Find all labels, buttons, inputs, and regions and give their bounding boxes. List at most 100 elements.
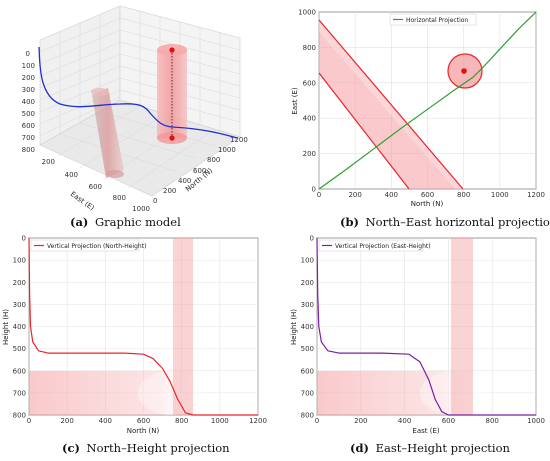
tick-label: 700	[22, 134, 35, 142]
y-tick-label: 800	[303, 44, 316, 52]
x-tick-label: 200	[348, 191, 361, 199]
tick-label: 500	[22, 110, 35, 118]
legend-c: Vertical Projection (North-Height)	[30, 239, 146, 252]
tick-label: 100	[22, 62, 35, 70]
tick-label: 1000	[132, 205, 150, 213]
x-tick-label: 0	[317, 191, 321, 199]
x-tick-label: 600	[442, 417, 455, 425]
tick-label: 400	[22, 98, 35, 106]
y-tick-label: 200	[303, 150, 316, 158]
tick-label: 600	[22, 122, 35, 130]
caption-text: East–Height projection	[376, 441, 511, 455]
tick-label: 800	[22, 146, 35, 154]
legend-label-c: Vertical Projection (North-Height)	[47, 243, 146, 250]
tick-label: 300	[22, 86, 35, 94]
tick-label: 0	[153, 197, 157, 205]
caption-a: (a) Graphic model	[70, 215, 181, 229]
x-tick-label: 400	[398, 417, 411, 425]
tick-label: 0	[26, 50, 30, 58]
x-tick-label: 200	[60, 417, 73, 425]
tick-label: 200	[163, 187, 176, 195]
x-tick-label: 800	[457, 191, 470, 199]
series-b	[318, 11, 537, 190]
legend-d: Vertical Projection (East-Height)	[318, 239, 431, 252]
panel-c-north-height: 0 200 400 600 800 1000 1200 0 100 200 300 400 500 600…	[2, 235, 267, 436]
x-tick-label: 1000	[527, 417, 545, 425]
axis-label-y-b: East (E)	[291, 87, 299, 114]
panel-b-north-east: 0 200 400 600 800 1000 1200 0 200 400 600 800 1000 N…	[291, 9, 545, 209]
y-tick-label: 300	[301, 301, 314, 309]
y-tick-label: 600	[303, 79, 316, 87]
x-tick-label: 1200	[527, 191, 545, 199]
caption-b: (b) North–East horizontal projection	[340, 215, 550, 229]
y-tick-label: 600	[301, 367, 314, 375]
panel-d-east-height: 0 200 400 600 800 1000 0 100 200 300 400 500 600 700 8…	[290, 235, 545, 436]
y-tick-label: 700	[301, 389, 314, 397]
caption-d: (d) East–Height projection	[350, 441, 510, 455]
y-tick-label: 1000	[298, 9, 316, 17]
y-tick-label: 100	[301, 257, 314, 265]
y-tick-label: 0	[312, 186, 316, 194]
y-tick-label: 200	[301, 279, 314, 287]
y-tick-label: 500	[301, 345, 314, 353]
y-tick-label: 0	[310, 235, 314, 243]
y-tick-label: 700	[13, 389, 26, 397]
axis-label-east-a: East (E)	[69, 190, 96, 212]
x-tick-label: 800	[175, 417, 188, 425]
y-tick-label: 400	[301, 323, 314, 331]
x-tick-label: 0	[315, 417, 319, 425]
y-tick-label: 500	[13, 345, 26, 353]
tick-label: 600	[193, 167, 206, 175]
tick-label: 400	[65, 171, 78, 179]
ticks-c: 0 200 400 600 800 1000 1200 0 100 200 300 400 500 600…	[13, 235, 267, 426]
series-d	[316, 237, 536, 416]
x-tick-label: 1000	[491, 191, 509, 199]
x-tick-label: 0	[27, 417, 31, 425]
axis-label-y-c: Height (H)	[2, 309, 10, 345]
caption-c: (c) North–Height projection	[62, 441, 230, 455]
tick-label: 200	[42, 158, 55, 166]
y-tick-label: 200	[13, 279, 26, 287]
x-tick-label: 200	[354, 417, 367, 425]
caption-text: North–Height projection	[87, 441, 231, 455]
cylinder-tilted	[91, 88, 124, 178]
z-ticks-a: 0 100 200 300 400 500 600 700 800	[22, 50, 35, 154]
obstacle-band-c	[29, 371, 204, 415]
caption-text: North–East horizontal projection	[366, 215, 550, 229]
tick-label: 800	[207, 156, 220, 164]
ticks-d: 0 200 400 600 800 1000 0 100 200 300 400 500 600 700 8…	[301, 235, 545, 426]
obstacle-band-b	[318, 19, 464, 190]
tick-label: 600	[89, 183, 102, 191]
x-tick-label: 1000	[211, 417, 229, 425]
caption-letter: (a)	[70, 215, 88, 229]
tick-label: 1200	[230, 136, 248, 144]
y-tick-label: 600	[13, 367, 26, 375]
cylinder-upright	[157, 44, 187, 144]
ticks-b: 0 200 400 600 800 1000 1200 0 200 400 600 800 1000	[298, 9, 545, 200]
y-tick-label: 400	[13, 323, 26, 331]
tick-label: 800	[113, 194, 126, 202]
caption-letter: (c)	[62, 441, 80, 455]
y-tick-label: 800	[13, 412, 26, 420]
x-tick-label: 600	[421, 191, 434, 199]
x-tick-label: 800	[486, 417, 499, 425]
tick-label: 400	[178, 177, 191, 185]
x-tick-label: 600	[137, 417, 150, 425]
y-tick-label: 300	[13, 301, 26, 309]
axis-label-x-d: East (E)	[412, 427, 439, 435]
axis-label-x-b: North (N)	[411, 200, 444, 208]
x-tick-label: 400	[385, 191, 398, 199]
caption-letter: (b)	[340, 215, 359, 229]
x-tick-label: 1200	[249, 417, 267, 425]
y-tick-label: 0	[22, 235, 26, 243]
y-tick-label: 400	[303, 115, 316, 123]
tick-label: 200	[22, 74, 35, 82]
pane-floor	[39, 99, 241, 197]
caption-text: Graphic model	[95, 215, 181, 229]
obstacle-column-c	[173, 238, 193, 415]
legend-label-b: Horizontal Projection	[406, 17, 468, 24]
axis-label-y-d: Height (H)	[290, 309, 298, 345]
legend-label-d: Vertical Projection (East-Height)	[335, 243, 431, 250]
obstacle-band-d	[317, 371, 488, 415]
